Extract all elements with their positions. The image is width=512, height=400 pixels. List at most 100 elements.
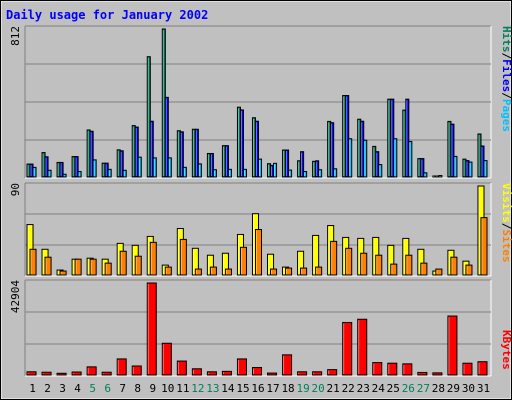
bar-pages-day-28 bbox=[438, 175, 443, 178]
bar-sites-day-29-fill bbox=[450, 256, 458, 276]
bar-sites-day-27-fill bbox=[420, 262, 428, 276]
bar-pages-day-31-fill bbox=[483, 160, 488, 178]
bar-kbytes-day-15-fill bbox=[236, 358, 247, 376]
bar-sites-day-10 bbox=[164, 266, 172, 276]
bar-files-day-15 bbox=[239, 109, 244, 178]
bar-pages-day-3 bbox=[62, 173, 67, 178]
bar-sites-day-31 bbox=[480, 217, 488, 276]
bar-kbytes-day-25 bbox=[387, 362, 398, 376]
legend-sites: Sites bbox=[500, 229, 512, 262]
bar-hits-day-9 bbox=[146, 56, 151, 178]
bar-kbytes-day-2 bbox=[41, 371, 52, 376]
bar-kbytes-day-20-fill bbox=[312, 371, 323, 376]
day-label-24: 24 bbox=[372, 382, 386, 395]
bar-files-day-19 bbox=[300, 151, 305, 178]
day-label-6: 6 bbox=[104, 382, 111, 395]
bar-pages-day-10-fill bbox=[167, 157, 172, 178]
bar-files-day-18 bbox=[285, 149, 290, 178]
bar-sites-day-6 bbox=[104, 262, 112, 276]
bar-files-day-5-fill bbox=[89, 130, 94, 178]
legend-sep-3: / bbox=[500, 223, 512, 230]
bar-kbytes-day-17 bbox=[267, 372, 278, 376]
bar-pages-day-2 bbox=[47, 169, 52, 178]
day-label-8: 8 bbox=[134, 382, 141, 395]
bar-files-day-3-fill bbox=[59, 161, 64, 178]
bar-sites-day-1-fill bbox=[29, 248, 37, 276]
bar-files-day-21 bbox=[330, 122, 335, 178]
bar-pages-day-18-fill bbox=[288, 169, 293, 178]
bar-pages-day-29-fill bbox=[453, 155, 458, 178]
bar-kbytes-day-20 bbox=[312, 371, 323, 376]
bar-kbytes-day-13 bbox=[206, 371, 217, 376]
day-label-20: 20 bbox=[312, 382, 325, 395]
bar-files-day-14-fill bbox=[224, 145, 229, 178]
bar-files-day-11 bbox=[179, 131, 184, 178]
bar-pages-day-22 bbox=[348, 138, 353, 178]
bar-kbytes-day-7 bbox=[116, 358, 127, 376]
bar-pages-day-19 bbox=[303, 171, 308, 178]
bar-sites-day-25-fill bbox=[390, 263, 398, 276]
bar-kbytes-day-21-fill bbox=[327, 369, 338, 376]
panel-visits-sites bbox=[24, 182, 492, 277]
bar-kbytes-day-26 bbox=[402, 363, 413, 376]
legend-kbytes-label: KBytes bbox=[500, 330, 512, 370]
bar-pages-day-3-fill bbox=[62, 173, 67, 178]
bar-kbytes-day-30 bbox=[462, 362, 473, 376]
bar-kbytes-day-3 bbox=[56, 372, 67, 376]
bar-pages-day-20 bbox=[318, 169, 323, 178]
bar-kbytes-day-27-fill bbox=[417, 371, 428, 376]
bar-files-day-8-fill bbox=[134, 126, 139, 178]
bar-files-day-26 bbox=[405, 98, 410, 178]
bar-hits-day-9-fill bbox=[146, 56, 151, 178]
day-label-25: 25 bbox=[387, 382, 400, 395]
bar-pages-day-25 bbox=[393, 138, 398, 178]
bar-files-day-3 bbox=[59, 161, 64, 178]
bar-pages-day-8-fill bbox=[137, 156, 142, 178]
bar-pages-day-14 bbox=[227, 168, 232, 178]
bar-sites-day-11 bbox=[179, 238, 187, 276]
bar-kbytes-day-18 bbox=[282, 354, 293, 376]
bar-sites-day-21-fill bbox=[330, 240, 338, 276]
day-label-11: 11 bbox=[176, 382, 189, 395]
bar-kbytes-day-4-fill bbox=[71, 371, 82, 376]
bar-pages-day-9-fill bbox=[152, 157, 157, 178]
bar-sites-day-26-fill bbox=[405, 254, 413, 276]
bar-kbytes-day-4 bbox=[71, 371, 82, 376]
day-label-19: 19 bbox=[296, 382, 309, 395]
bar-sites-day-6-fill bbox=[104, 262, 112, 276]
bar-kbytes-day-14-fill bbox=[221, 370, 232, 376]
legend-sep-1: / bbox=[500, 53, 512, 60]
bar-kbytes-day-30-fill bbox=[462, 362, 473, 376]
bar-sites-day-13-fill bbox=[209, 266, 217, 276]
bar-sites-day-4-fill bbox=[74, 258, 82, 276]
bar-kbytes-day-28 bbox=[432, 372, 443, 376]
bar-sites-day-16 bbox=[254, 229, 263, 276]
legend-visits: Visits bbox=[500, 183, 512, 223]
bar-kbytes-day-1-fill bbox=[26, 371, 37, 376]
bar-kbytes-day-10-fill bbox=[161, 342, 172, 376]
bar-pages-day-6-fill bbox=[107, 168, 112, 178]
day-label-29: 29 bbox=[447, 382, 460, 395]
bar-pages-day-29 bbox=[453, 155, 458, 178]
bar-sites-day-30 bbox=[465, 264, 473, 276]
bar-kbytes-day-22 bbox=[342, 321, 353, 376]
bar-sites-day-5 bbox=[89, 258, 97, 276]
bar-sites-day-19 bbox=[300, 267, 308, 276]
bar-sites-day-2-fill bbox=[44, 256, 52, 276]
day-label-10: 10 bbox=[161, 382, 174, 395]
max-label-kbytes: 42904 bbox=[9, 280, 22, 313]
bar-kbytes-day-18-fill bbox=[282, 354, 293, 376]
bar-files-day-18-fill bbox=[285, 149, 290, 178]
bar-pages-day-15 bbox=[242, 168, 247, 178]
legend-pages: Pages bbox=[500, 99, 512, 132]
day-label-21: 21 bbox=[327, 382, 340, 395]
bar-pages-day-24 bbox=[378, 164, 383, 178]
bar-sites-day-26 bbox=[405, 254, 413, 276]
bar-sites-day-22 bbox=[345, 247, 353, 276]
bar-files-day-19-fill bbox=[300, 151, 305, 178]
bar-files-day-25 bbox=[390, 98, 395, 178]
day-label-7: 7 bbox=[119, 382, 126, 395]
day-label-13: 13 bbox=[206, 382, 219, 395]
bar-pages-day-20-fill bbox=[318, 169, 323, 178]
bar-sites-day-9-fill bbox=[149, 241, 157, 276]
